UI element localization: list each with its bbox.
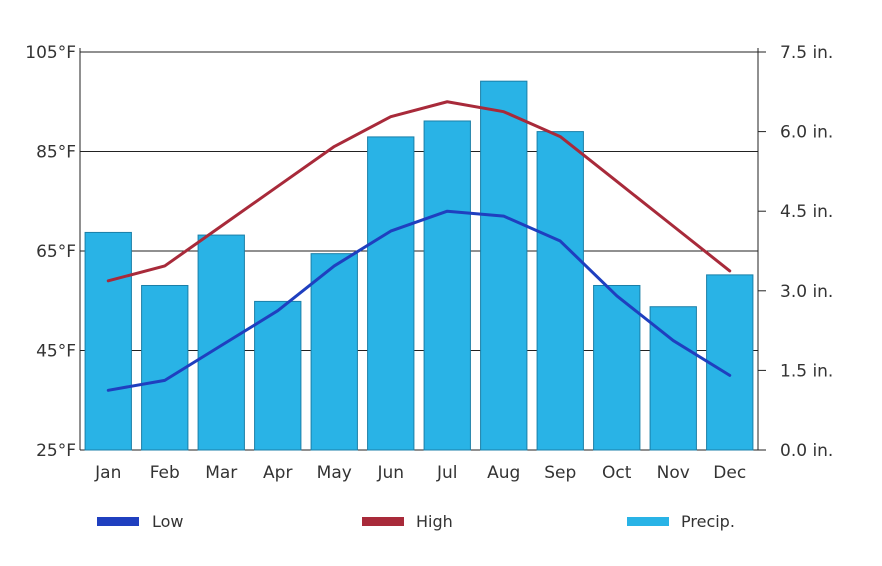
x-tick-label-mar: Mar [205,463,237,483]
x-tick-label-jun: Jun [376,463,404,483]
left-tick-label: 85°F [36,143,76,163]
x-tick-label-feb: Feb [150,463,180,483]
precip-bar-apr [254,300,302,451]
legend-low-label: Low [152,512,184,531]
grid-layer [80,51,758,451]
right-tick-label: 1.5 in. [780,361,833,381]
x-tick-label-aug: Aug [487,463,520,483]
precip-bar-jul [423,120,471,451]
precip-bar-may [310,253,358,451]
x-tick-label-nov: Nov [657,463,690,483]
x-tick-label-apr: Apr [263,463,292,483]
x-tick-label-jul: Jul [436,463,458,483]
precip-bar-jun [367,136,415,451]
left-tick-label: 65°F [36,242,76,262]
precip-bar-aug [480,80,528,451]
temperature-lines [106,100,732,392]
left-tick-label: 25°F [36,441,76,461]
precip-bar-nov [649,306,697,451]
precip-bar-sep [536,131,584,451]
legend-high-swatch [362,517,404,526]
legend-high-label: High [416,512,453,531]
precip-bar-mar [197,234,245,451]
x-tick-label-may: May [317,463,352,483]
right-tick-label: 6.0 in. [780,123,833,143]
high-temperature-line [106,100,732,283]
legend-precip-swatch [627,517,669,526]
precip-bar-dec [706,274,754,451]
right-tick-label: 0.0 in. [780,441,833,461]
x-tick-label-jan: Jan [94,463,121,483]
axes: 105°F 85°F 65°F 45°F 25°F 7.5 in. 6.0 in. 4.5 i… [25,43,833,483]
legend-precip-label: Precip. [681,512,735,531]
left-tick-label: 45°F [36,342,76,362]
precip-bar-oct [593,284,641,451]
legend-low-swatch [97,517,139,526]
left-tick-label: 105°F [25,43,76,63]
right-tick-label: 7.5 in. [780,43,833,63]
low-temperature-line [106,209,732,392]
right-tick-label: 4.5 in. [780,202,833,222]
precip-bar-feb [141,284,189,451]
x-tick-label-dec: Dec [713,463,746,483]
precip-bar-jan [84,231,132,451]
precip-bars [84,80,754,451]
legend: Low High Precip. [97,512,735,531]
x-tick-label-oct: Oct [602,463,632,483]
right-tick-label: 3.0 in. [780,282,833,302]
x-tick-label-sep: Sep [544,463,576,483]
